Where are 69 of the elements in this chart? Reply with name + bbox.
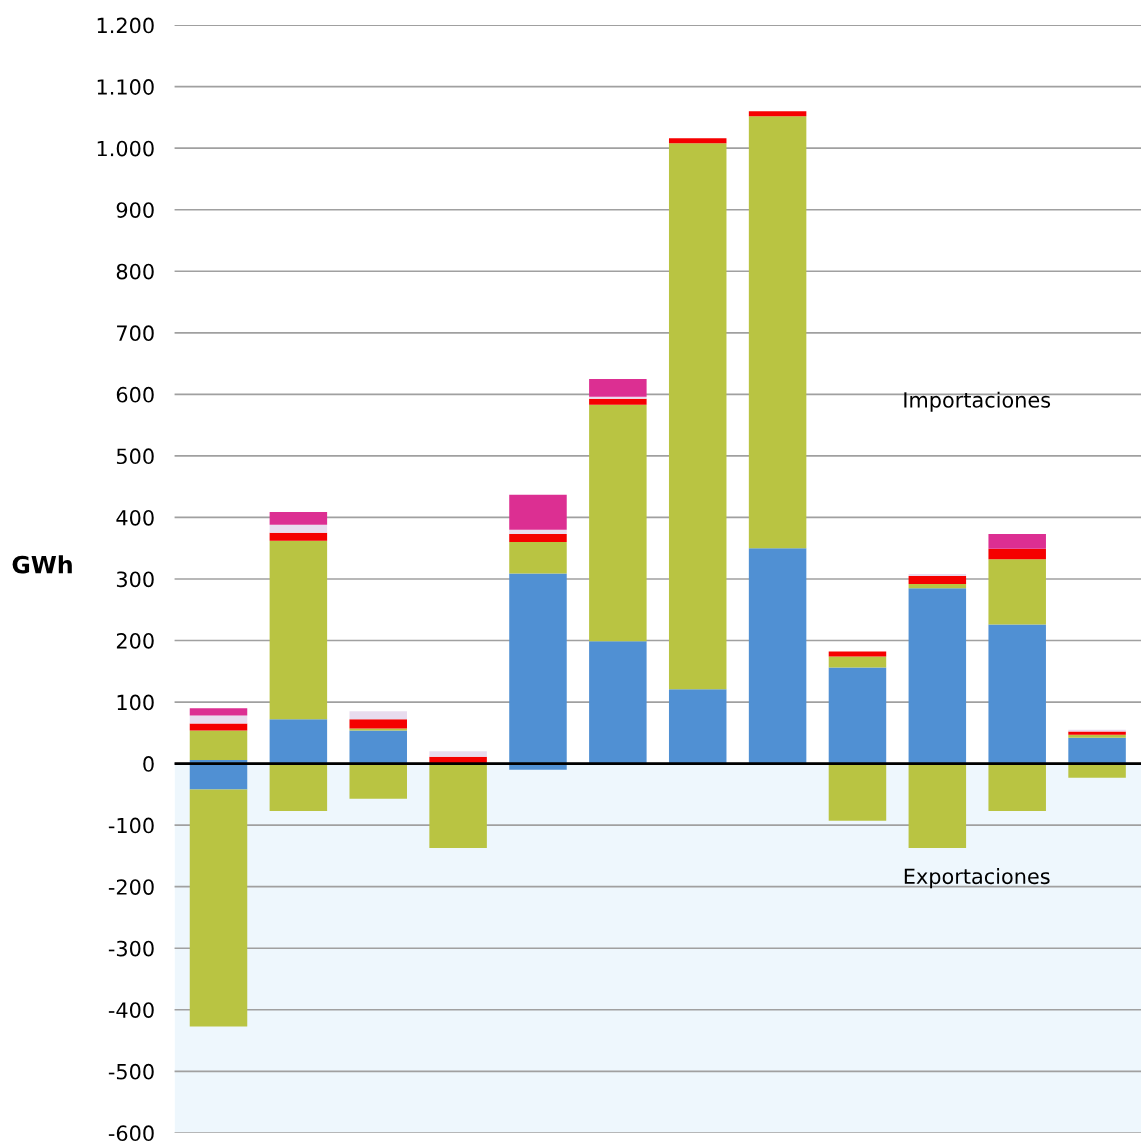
y-tick-label: 1.100 [97, 79, 154, 95]
y-tick-label: 900 [116, 202, 154, 218]
bar [988, 534, 1046, 549]
bar [509, 534, 567, 543]
y-tick-label: -500 [108, 1063, 154, 1080]
bar [589, 641, 647, 764]
bar [189, 789, 248, 1027]
annotation: Importaciones [904, 391, 1051, 412]
bar [589, 398, 647, 405]
y-tick-label: 200 [116, 632, 154, 649]
bar [269, 532, 328, 541]
bar [269, 719, 328, 764]
bar [828, 667, 887, 764]
y-tick-label: 1.200 [97, 17, 154, 34]
bar [509, 494, 567, 530]
bar [668, 689, 727, 764]
bar [668, 143, 727, 690]
y-tick-label: -100 [108, 817, 154, 834]
bar [748, 548, 807, 764]
bar [269, 540, 328, 720]
bar [269, 511, 328, 525]
bar [189, 730, 248, 760]
y-tick-label: -300 [108, 940, 154, 957]
y-tick-label: 800 [116, 263, 154, 280]
bar [189, 763, 248, 790]
y-tick-label: 700 [117, 325, 154, 342]
y-tick-label: 100 [117, 694, 154, 711]
y-tick-label: 500 [116, 448, 154, 465]
bar [269, 524, 328, 533]
bar [429, 763, 487, 848]
bar [988, 548, 1046, 560]
bar [349, 730, 407, 764]
bar [1068, 737, 1126, 764]
bar [668, 138, 727, 144]
bar [589, 378, 647, 397]
bar [908, 588, 967, 764]
y-tick-label: 0 [143, 756, 154, 772]
bar [189, 708, 248, 716]
bar [589, 404, 647, 642]
annotation: Exportaciones [904, 868, 1050, 889]
bar [269, 763, 328, 811]
bar [908, 583, 967, 589]
bar [349, 719, 407, 729]
bar [748, 111, 807, 117]
bar [509, 542, 567, 574]
bar [509, 529, 567, 535]
bar [349, 711, 407, 720]
y-tick-label: 600 [116, 386, 154, 403]
bar [509, 573, 567, 764]
bar [1068, 763, 1126, 778]
bar [429, 751, 487, 757]
bar [908, 763, 967, 848]
y-tick-label: -600 [108, 1125, 154, 1142]
y-tick-label: 300 [116, 571, 154, 588]
bar [828, 763, 887, 821]
y-tick-label: -200 [108, 879, 154, 895]
bar [908, 575, 967, 584]
bar [828, 656, 887, 668]
bar [988, 624, 1046, 764]
bar [988, 763, 1046, 811]
bar [189, 715, 248, 724]
bar [748, 116, 807, 549]
y-tick-label: 1.000 [97, 140, 154, 157]
y-axis-title: GWh [12, 555, 72, 574]
bar [988, 559, 1046, 625]
y-tick-label: -400 [108, 1002, 154, 1018]
bar [349, 763, 407, 799]
y-tick-label: 400 [116, 509, 154, 526]
bar [828, 651, 887, 657]
